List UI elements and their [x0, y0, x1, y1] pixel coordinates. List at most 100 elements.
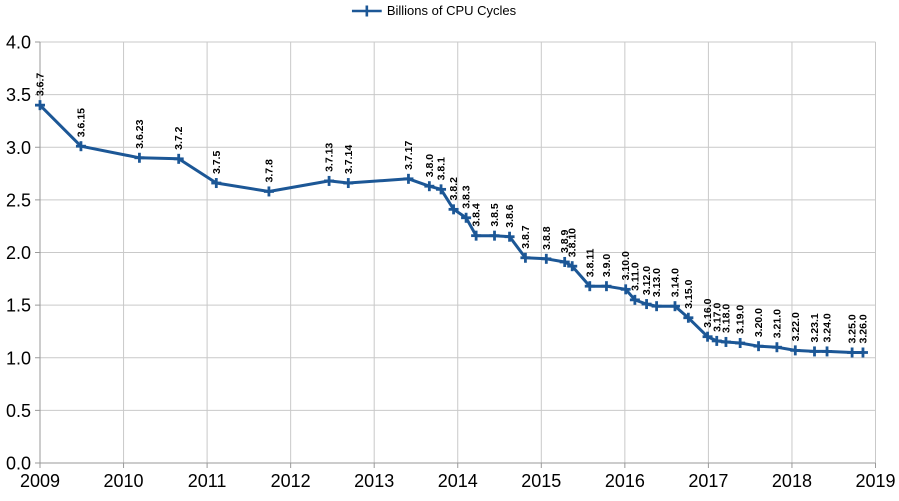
- legend-label: Billions of CPU Cycles: [386, 3, 517, 18]
- data-point-marker: [324, 175, 335, 186]
- data-point-marker: [620, 284, 631, 295]
- data-point-marker: [403, 173, 414, 184]
- data-point-label: 3.15.0: [683, 279, 695, 308]
- data-point-label: 3.10.0: [620, 251, 632, 280]
- data-point-marker: [584, 281, 595, 292]
- x-tick-label: 2010: [104, 471, 144, 491]
- data-point-marker: [771, 342, 782, 353]
- data-point-label: 3.22.0: [790, 312, 802, 341]
- data-point-marker: [35, 100, 45, 111]
- data-point-label: 3.8.8: [541, 226, 553, 250]
- data-point-label: 3.8.11: [584, 248, 596, 277]
- y-tick-label: 3.0: [6, 138, 31, 158]
- data-point-label: 3.20.0: [753, 308, 765, 337]
- data-point-label: 3.23.1: [809, 313, 821, 342]
- data-point-marker: [75, 141, 86, 152]
- data-point-marker: [857, 347, 868, 358]
- data-point-marker: [809, 346, 820, 357]
- data-point-label: 3.8.5: [489, 203, 501, 227]
- data-point-label: 3.25.0: [847, 314, 859, 343]
- data-point-marker: [504, 231, 515, 242]
- data-point-label: 3.6.7: [35, 73, 47, 97]
- y-tick-label: 1.0: [6, 348, 31, 368]
- x-tick-label: 2019: [855, 471, 895, 491]
- data-point-label: 3.7.13: [324, 143, 336, 172]
- data-point-label: 3.18.0: [720, 304, 732, 333]
- data-point-marker: [629, 294, 640, 305]
- y-tick-label: 0.5: [6, 401, 31, 421]
- x-tick-label: 2014: [438, 471, 478, 491]
- data-point-marker: [436, 184, 447, 195]
- x-tick-label: 2017: [688, 471, 728, 491]
- data-point-label: 3.14.0: [669, 268, 681, 297]
- data-point-label: 3.11.0: [629, 262, 641, 291]
- data-point-label: 3.6.15: [75, 108, 87, 137]
- data-point-marker: [541, 253, 552, 264]
- x-tick-label: 2012: [271, 471, 311, 491]
- data-point-marker: [461, 212, 472, 223]
- x-tick-label: 2016: [605, 471, 645, 491]
- data-point-label: 3.8.4: [471, 203, 483, 227]
- data-point-marker: [641, 299, 652, 310]
- data-point-marker: [559, 256, 570, 267]
- data-point-marker: [651, 301, 662, 312]
- data-point-marker: [735, 338, 746, 349]
- data-point-label: 3.19.0: [735, 305, 747, 334]
- data-point-label: 3.9.0: [601, 254, 613, 278]
- x-tick-label: 2018: [772, 471, 812, 491]
- data-point-label: 3.7.5: [211, 151, 223, 175]
- data-point-marker: [790, 345, 801, 356]
- data-point-marker: [471, 230, 482, 241]
- data-point-marker: [448, 204, 459, 215]
- data-point-marker: [711, 335, 722, 346]
- data-point-marker: [669, 301, 680, 312]
- data-point-label: 3.24.0: [822, 313, 834, 342]
- data-point-label: 3.8.7: [520, 225, 532, 249]
- data-point-label: 3.8.1: [436, 157, 448, 181]
- data-point-marker: [520, 252, 531, 263]
- data-point-marker: [847, 347, 858, 358]
- data-point-label: 3.7.8: [263, 159, 275, 183]
- data-point-label: 3.6.23: [134, 119, 146, 148]
- legend-line-plus-marker-icon: [351, 5, 382, 16]
- data-point-marker: [263, 186, 274, 197]
- data-point-label: 3.8.10: [567, 228, 579, 257]
- data-point-label: 3.7.2: [173, 126, 185, 150]
- data-point-label: 3.8.9: [559, 229, 571, 253]
- x-tick-label: 2015: [521, 471, 561, 491]
- data-point-label: 3.8.6: [504, 204, 516, 228]
- legend: Billions of CPU Cycles: [351, 3, 517, 18]
- data-point-marker: [134, 152, 145, 163]
- y-tick-label: 0.0: [6, 454, 31, 474]
- data-point-marker: [720, 336, 731, 347]
- y-tick-label: 2.5: [6, 190, 31, 210]
- data-point-label: 3.8.3: [461, 185, 473, 209]
- data-point-marker: [822, 346, 833, 357]
- data-point-marker: [343, 178, 354, 189]
- data-point-label: 3.21.0: [771, 309, 783, 338]
- data-point-label: 3.17.0: [711, 303, 723, 332]
- data-point-marker: [601, 281, 612, 292]
- data-point-label: 3.8.2: [448, 177, 460, 201]
- data-point-marker: [211, 178, 222, 189]
- y-tick-label: 2.0: [6, 243, 31, 263]
- data-point-marker: [753, 341, 764, 352]
- data-point-marker: [567, 261, 578, 272]
- y-tick-label: 1.5: [6, 296, 31, 316]
- data-point-label: 3.8.0: [424, 154, 436, 178]
- data-point-marker: [489, 230, 500, 241]
- data-point-marker: [173, 153, 184, 164]
- data-point-label: 3.16.0: [702, 298, 714, 327]
- data-point-label: 3.12.0: [641, 266, 653, 295]
- data-point-marker: [702, 331, 713, 342]
- x-tick-label: 2013: [354, 471, 394, 491]
- data-point-marker: [683, 312, 694, 323]
- data-point-label: 3.13.0: [651, 268, 663, 297]
- data-point-label: 3.26.0: [857, 314, 869, 343]
- data-point-marker: [424, 181, 435, 192]
- x-tick-label: 2009: [20, 471, 60, 491]
- y-tick-label: 4.0: [6, 33, 31, 53]
- data-point-label: 3.7.14: [343, 145, 355, 174]
